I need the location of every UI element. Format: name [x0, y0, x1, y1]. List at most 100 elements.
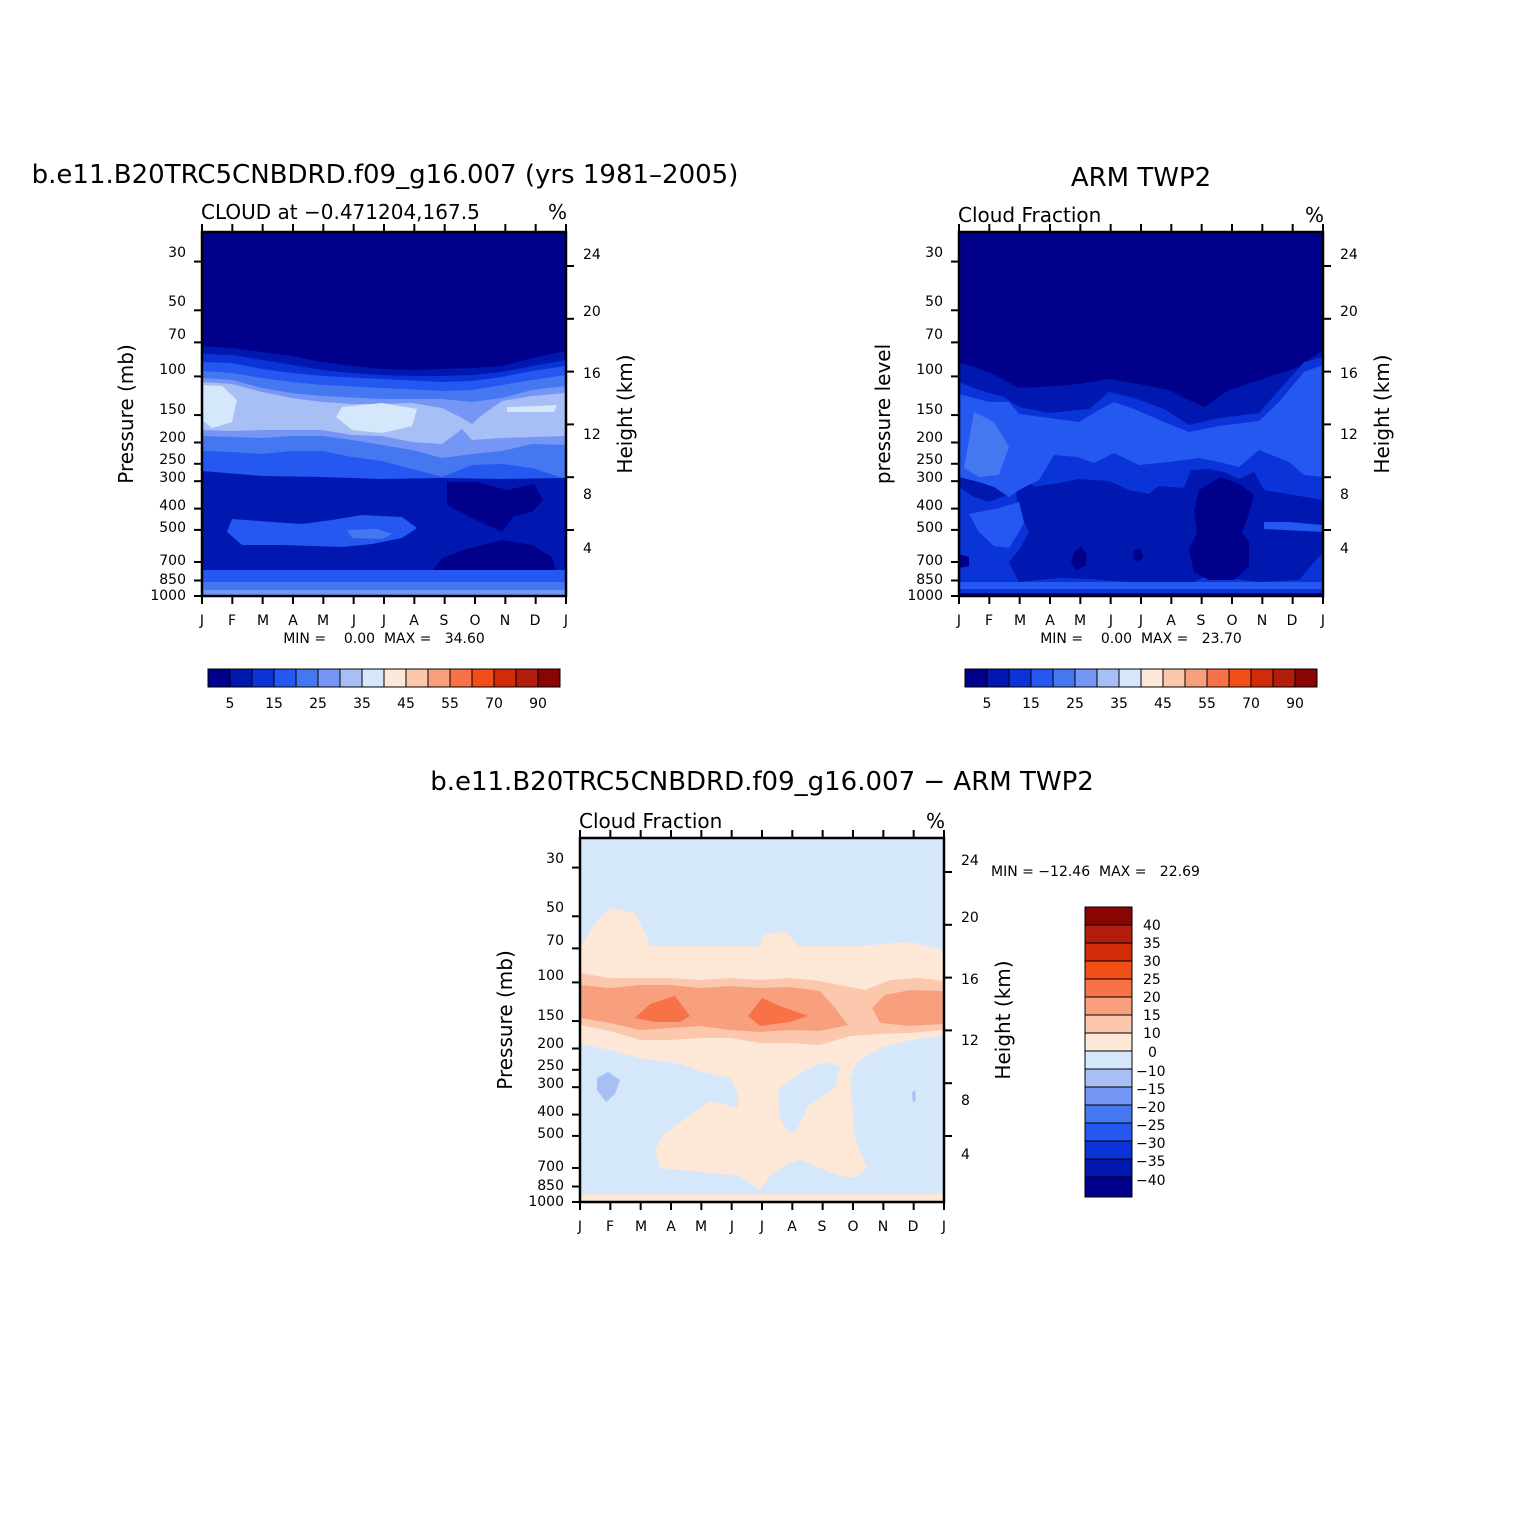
obs-upper-4: [964, 412, 1009, 477]
diff-cb-label-10: −15: [1136, 1082, 1166, 1098]
obs-month-1: J: [956, 613, 961, 629]
obs-cb-box-6: [1074, 668, 1098, 688]
diff-ptick-300: 300: [537, 1076, 564, 1092]
model-colorbar: 5 15 25 35 45 55 70 90: [207, 668, 561, 712]
diff-cb-label-15: −40: [1136, 1173, 1166, 1189]
diff-ptick-700: 700: [537, 1159, 564, 1175]
obs-ylabel: pressure level: [871, 344, 895, 484]
diff-cb-label-1: 40: [1143, 918, 1161, 934]
obs-cb-box-8: [1118, 668, 1142, 688]
model-low-4: [347, 529, 392, 539]
model-ptick-200: 200: [159, 430, 186, 446]
diff-axes: 30 50 70 100 150 200 250 300 400 500 700…: [493, 851, 1200, 1235]
model-cb-box-16: [537, 668, 561, 688]
model-cb-box-13: [471, 668, 495, 688]
obs-height-tick-labels: 24 20 16 12 8 4: [1340, 247, 1358, 557]
model-cb-box-2: [229, 668, 253, 688]
obs-ptick-300: 300: [916, 470, 943, 486]
panel-observation: ARM TWP2 Cloud Fraction %: [871, 163, 1394, 712]
model-cb-label-5: 45: [397, 696, 415, 712]
diff-minmax: MIN = −12.46 MAX = 22.69: [991, 864, 1200, 880]
model-month-7: J: [381, 613, 386, 629]
model-cb-label-3: 25: [309, 696, 327, 712]
diff-left-string: Cloud Fraction: [579, 809, 722, 833]
panel-difference: b.e11.B20TRC5CNBDRD.f09_g16.007 − ARM TW…: [430, 767, 1200, 1235]
obs-htick-4: 4: [1340, 541, 1349, 557]
diff-cb-box-12: [1084, 1104, 1133, 1124]
diff-ptick-70: 70: [546, 933, 564, 949]
model-month-8: A: [409, 613, 419, 629]
diff-neg-hole: [778, 1062, 840, 1134]
model-month-6: J: [351, 613, 356, 629]
model-plot-area: [200, 230, 568, 598]
obs-cb-box-13: [1228, 668, 1252, 688]
diff-ylabel: Pressure (mb): [493, 950, 517, 1090]
diff-cb-label-11: −20: [1136, 1100, 1166, 1116]
diff-cb-label-6: 15: [1143, 1008, 1161, 1024]
diff-pos-3b: [872, 990, 944, 1026]
obs-low-dry-4: [959, 554, 969, 568]
obs-month-8: A: [1166, 613, 1176, 629]
obs-plot-area: [957, 230, 1325, 598]
model-ptick-500: 500: [159, 520, 186, 536]
diff-cb-box-15: [1084, 1158, 1133, 1178]
obs-ptick-1000: 1000: [907, 588, 943, 604]
obs-colorbar: 5 15 25 35 45 55 70 90: [964, 668, 1318, 712]
obs-cb-label-3: 25: [1066, 696, 1084, 712]
model-htick-12: 12: [583, 427, 601, 443]
model-cb-box-3: [251, 668, 275, 688]
diff-colorbar: 40 35 30 25 20 15 10 0 −10 −15 −20 −25 −…: [1084, 906, 1166, 1198]
model-left-string: CLOUD at −0.471204,167.5: [201, 200, 480, 224]
diff-ptick-400: 400: [537, 1104, 564, 1120]
diff-month-11: N: [878, 1219, 888, 1235]
model-cb-label-4: 35: [353, 696, 371, 712]
model-htick-16: 16: [583, 366, 601, 382]
obs-cb-label-2: 15: [1022, 696, 1040, 712]
model-htick-8: 8: [583, 487, 592, 503]
obs-cb-box-14: [1250, 668, 1274, 688]
obs-y2label: Height (km): [1370, 354, 1394, 473]
diff-ptick-100: 100: [537, 968, 564, 984]
diff-pos-4b: [748, 998, 808, 1026]
model-cb-label-2: 15: [265, 696, 283, 712]
diff-ptick-850: 850: [537, 1178, 564, 1194]
diff-neg-2: [912, 1090, 916, 1103]
diff-month-12: D: [908, 1219, 919, 1235]
model-low-3: [227, 515, 417, 547]
diff-month-6: J: [729, 1219, 734, 1235]
diff-cb-label-7: 10: [1143, 1026, 1161, 1042]
obs-month-10: O: [1226, 613, 1237, 629]
model-ptick-850: 850: [159, 572, 186, 588]
model-band-7c: [507, 405, 557, 412]
diff-cb-box-9: [1084, 1050, 1133, 1070]
diff-y2label: Height (km): [991, 960, 1015, 1079]
diff-cb-box-11: [1084, 1086, 1133, 1106]
obs-main-title: ARM TWP2: [1071, 163, 1211, 193]
diff-pressure-tick-labels: 30 50 70 100 150 200 250 300 400 500 700…: [528, 851, 564, 1210]
obs-cb-box-10: [1162, 668, 1186, 688]
model-ptick-70: 70: [168, 327, 186, 343]
obs-ptick-50: 50: [925, 294, 943, 310]
model-htick-20: 20: [583, 304, 601, 320]
model-month-11: N: [500, 613, 510, 629]
obs-month-9: S: [1197, 613, 1206, 629]
model-cb-label-7: 70: [485, 696, 503, 712]
obs-ptick-850: 850: [916, 572, 943, 588]
model-height-tick-labels: 24 20 16 12 8 4: [583, 247, 601, 557]
model-month-4: A: [288, 613, 298, 629]
obs-cb-label-6: 55: [1198, 696, 1216, 712]
obs-ptick-150: 150: [916, 402, 943, 418]
diff-main-title: b.e11.B20TRC5CNBDRD.f09_g16.007 − ARM TW…: [430, 767, 1094, 797]
model-month-13: J: [563, 613, 568, 629]
diff-month-tick-labels: J F M A M J J A S O N D J: [577, 1219, 946, 1235]
diff-cb-box-8: [1084, 1032, 1133, 1052]
diff-htick-24: 24: [961, 853, 979, 869]
obs-cb-box-3: [1008, 668, 1032, 688]
diff-month-8: A: [787, 1219, 797, 1235]
obs-upper-3: [959, 365, 1323, 497]
model-cb-label-8: 90: [529, 696, 547, 712]
model-month-3: M: [257, 613, 269, 629]
obs-cb-box-15: [1272, 668, 1296, 688]
obs-month-2: F: [985, 613, 993, 629]
obs-axes: 30 50 70 100 150 200 250 300 400 500 700…: [871, 245, 1394, 647]
